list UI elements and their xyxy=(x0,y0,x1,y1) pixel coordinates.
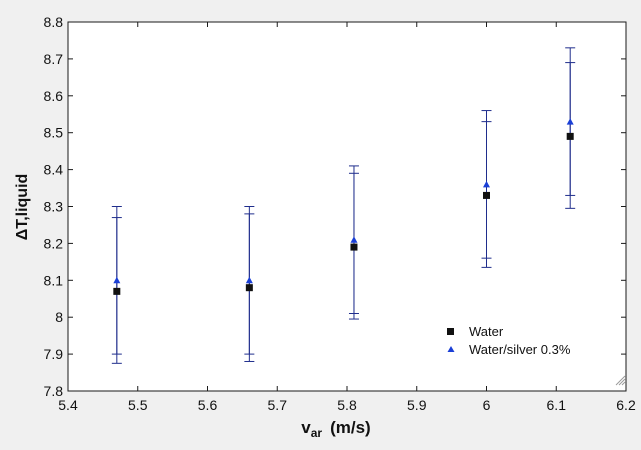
x-tick-label: 6 xyxy=(483,397,491,413)
y-tick-label: 8.5 xyxy=(44,125,64,141)
x-tick-label: 5.8 xyxy=(337,397,357,413)
plot-area xyxy=(67,21,627,392)
y-tick-label: 8.4 xyxy=(44,162,64,178)
x-tick-label: 5.5 xyxy=(128,397,148,413)
x-tick-label: 6.2 xyxy=(616,397,636,413)
legend-marker-water-silver xyxy=(447,346,455,352)
legend: Water Water/silver 0.3% xyxy=(447,324,571,357)
x-tick-label: 5.9 xyxy=(407,397,427,413)
y-tick-label: 8 xyxy=(55,309,63,325)
x-axis-title-symbol: v xyxy=(301,418,311,437)
x-axis-title: var (m/s) xyxy=(301,418,370,440)
x-tick-label: 5.7 xyxy=(268,397,288,413)
resize-grip-icon[interactable] xyxy=(615,375,626,386)
legend-marker-water xyxy=(447,328,454,335)
y-tick-label: 8.1 xyxy=(44,272,64,288)
legend-label-water-silver: Water/silver 0.3% xyxy=(469,342,571,357)
y-tick-label: 7.9 xyxy=(44,346,64,362)
data-point-water-silver xyxy=(483,180,490,188)
y-tick-label: 7.8 xyxy=(44,383,64,399)
x-axis: 5.4 5.5 5.6 5.7 5.8 5.9 6 6.1 6.2 xyxy=(58,22,636,413)
legend-label-water: Water xyxy=(469,324,504,339)
x-tick-label: 5.6 xyxy=(198,397,218,413)
data-point-water xyxy=(350,243,358,251)
data-point-water xyxy=(483,191,490,199)
y-tick-label: 8.7 xyxy=(44,51,64,67)
y-tick-label: 8.8 xyxy=(44,14,64,30)
data-point-water xyxy=(566,132,574,140)
data-point-water xyxy=(113,287,121,295)
y-axis-title: ΔT,liquid xyxy=(14,174,31,241)
x-axis-title-subscript: ar xyxy=(311,426,323,440)
data-point-water xyxy=(245,284,253,292)
data-point-water-silver xyxy=(113,276,121,284)
y-axis: 7.8 7.9 8 8.1 8.2 8.3 8.4 8.5 8.6 8.7 8.8 xyxy=(44,14,626,399)
x-axis-title-unit: (m/s) xyxy=(330,418,371,437)
x-tick-label: 5.4 xyxy=(58,397,78,413)
y-tick-label: 8.3 xyxy=(44,199,64,215)
y-tick-label: 8.2 xyxy=(44,235,64,251)
data-marks xyxy=(111,47,576,364)
data-point-water-silver xyxy=(245,276,253,284)
data-point-water-silver xyxy=(566,118,574,125)
data-point-water-silver xyxy=(350,236,358,243)
y-tick-label: 8.6 xyxy=(44,88,64,104)
svg-text:var(m/s): var (m/s) xyxy=(301,418,370,440)
x-tick-label: 6.1 xyxy=(547,397,567,413)
